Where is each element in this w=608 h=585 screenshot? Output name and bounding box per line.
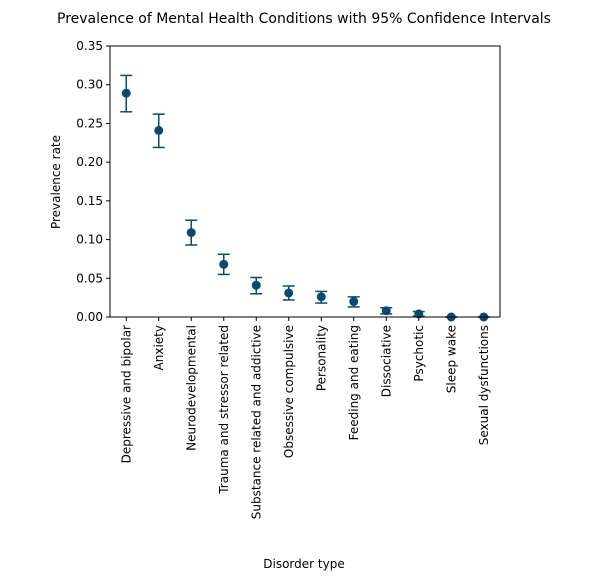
y-tick-label: 0.30 (76, 78, 103, 92)
data-point-group (380, 306, 393, 316)
x-tick-label: Neurodevelopmental (184, 325, 198, 451)
y-tick-label: 0.00 (76, 310, 103, 324)
y-axis-label: Prevalence rate (49, 135, 63, 229)
x-axis-ticks: Depressive and bipolar Anxiety Neurodevelo… (119, 317, 491, 519)
x-axis-label: Disorder type (263, 557, 344, 571)
data-point-group (152, 113, 165, 149)
x-tick-label: Personality (314, 325, 328, 391)
data-point-group (185, 219, 198, 246)
x-tick-label: Depressive and bipolar (119, 325, 133, 463)
data-point-group (347, 296, 360, 308)
data-point (186, 228, 196, 238)
data-point (121, 88, 131, 98)
x-tick-label: Trauma and stressor related (217, 325, 231, 495)
x-tick-label: Sleep wake (444, 325, 458, 393)
x-tick-label: Dissociative (379, 325, 393, 397)
data-point-group (120, 74, 133, 113)
x-tick-label: Psychotic (412, 325, 426, 382)
data-point (219, 259, 229, 269)
x-tick-label: Anxiety (152, 325, 166, 370)
data-point (284, 288, 294, 298)
data-point (349, 297, 359, 307)
data-point-group (217, 253, 230, 276)
x-tick-label: Substance related and addictive (249, 325, 263, 519)
data-point-group (282, 285, 295, 301)
y-tick-label: 0.10 (76, 233, 103, 247)
y-tick-label: 0.15 (76, 194, 103, 208)
data-point (381, 306, 391, 316)
plot-area-frame (109, 45, 501, 318)
y-tick-label: 0.35 (76, 39, 103, 53)
x-tick-label: Sexual dysfunctions (477, 325, 491, 445)
y-tick-label: 0.20 (76, 155, 103, 169)
data-point (414, 309, 424, 319)
chart-title: Prevalence of Mental Health Conditions w… (57, 11, 551, 27)
y-tick-label: 0.25 (76, 116, 103, 130)
y-axis-ticks: 0.00 0.05 0.10 0.15 0.20 0.25 0.30 0.35 (76, 39, 110, 324)
data-point (316, 292, 326, 302)
y-tick-label: 0.05 (76, 271, 103, 285)
data-point (154, 125, 164, 135)
data-marks (120, 74, 490, 322)
data-point-group (315, 290, 328, 304)
x-tick-label: Obsessive compulsive (282, 325, 296, 458)
data-point-group (412, 309, 425, 319)
x-tick-label: Feeding and eating (347, 325, 361, 440)
data-point (251, 280, 261, 290)
data-point-group (250, 276, 263, 295)
